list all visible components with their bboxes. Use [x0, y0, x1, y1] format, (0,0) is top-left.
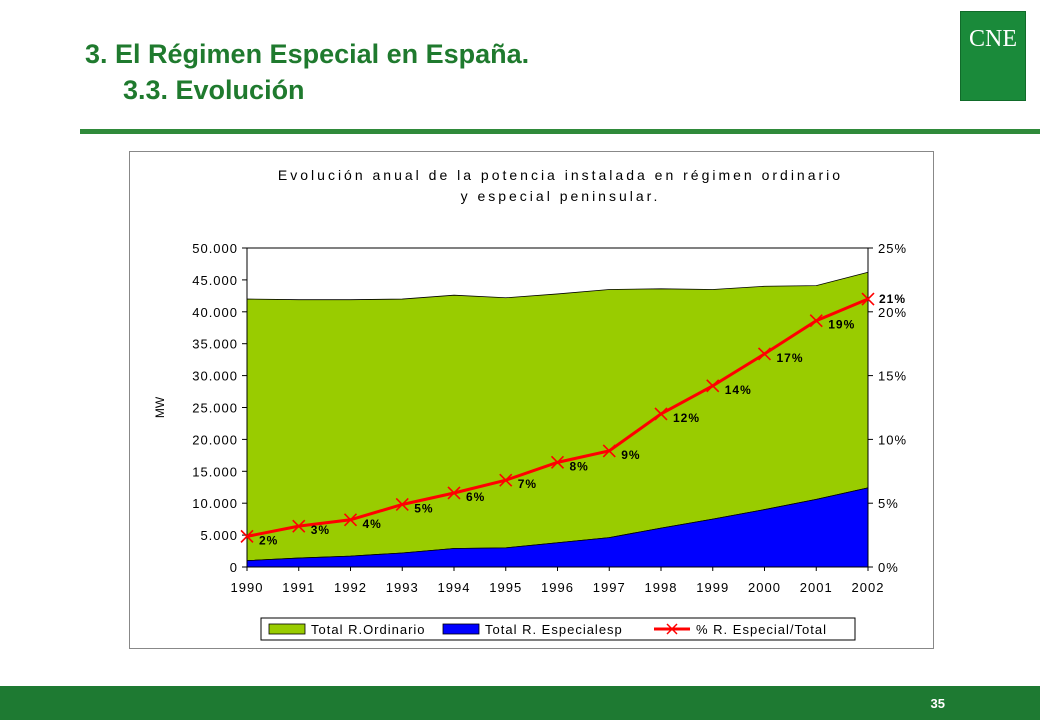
pct-marker	[499, 473, 513, 487]
y-tick-label: 20.000	[192, 432, 238, 447]
pct-marker	[861, 292, 875, 306]
y2-tick-label: 25%	[878, 241, 907, 256]
x-tick-label: 1992	[334, 580, 367, 595]
pct-data-label: 9%	[621, 448, 640, 462]
x-tick-label: 1999	[696, 580, 729, 595]
x-tick-label: 1990	[231, 580, 264, 595]
x-tick-label: 2001	[800, 580, 833, 595]
x-tick-label: 1998	[645, 580, 678, 595]
pct-marker	[706, 379, 720, 393]
pct-marker	[757, 347, 772, 361]
x-tick-label: 1997	[593, 580, 626, 595]
cne-logo: CNE	[960, 11, 1026, 101]
x-tick-label: 2000	[748, 580, 781, 595]
legend-label: % R. Especial/Total	[696, 622, 827, 637]
pct-data-label: 3%	[311, 523, 330, 537]
pct-data-label: 8%	[570, 459, 589, 473]
legend-swatch	[442, 623, 480, 635]
legend-marker	[666, 623, 678, 635]
y-tick-label: 25.000	[192, 401, 238, 416]
title-divider	[80, 129, 1040, 134]
pct-data-label: 4%	[363, 517, 382, 531]
pct-marker	[292, 519, 306, 533]
y2-tick-label: 5%	[878, 496, 899, 511]
pct-data-label: 17%	[777, 351, 804, 365]
y-tick-label: 35.000	[192, 337, 238, 352]
pct-marker	[447, 486, 461, 500]
slide-title: 3. El Régimen Especial en España. 3.3. E…	[85, 36, 529, 108]
x-tick-label: 2002	[852, 580, 885, 595]
x-tick-label: 1994	[438, 580, 471, 595]
y-tick-label: 0	[230, 560, 238, 575]
pct-data-label: 6%	[466, 490, 485, 504]
chart-frame: Evolución anual de la potencia instalada…	[129, 151, 934, 649]
logo-text: CNE	[969, 26, 1017, 52]
pct-data-label: 5%	[414, 501, 433, 515]
pct-marker	[602, 444, 616, 458]
legend-label: Total R.Ordinario	[311, 622, 426, 637]
y2-tick-label: 15%	[878, 369, 907, 384]
x-tick-label: 1995	[489, 580, 522, 595]
pct-marker	[550, 455, 565, 469]
pct-marker	[395, 497, 409, 512]
chart-title-line: Evolución anual de la potencia instalada…	[278, 167, 843, 183]
y-tick-label: 40.000	[192, 305, 238, 320]
pct-data-label: 19%	[828, 318, 855, 332]
footer-bar: 35	[0, 686, 1040, 720]
x-tick-label: 1991	[282, 580, 315, 595]
y2-tick-label: 0%	[878, 560, 899, 575]
x-tick-label: 1993	[386, 580, 419, 595]
pct-data-label: 7%	[518, 477, 537, 491]
y-tick-label: 10.000	[192, 496, 238, 511]
legend-swatch	[268, 623, 306, 635]
pct-marker	[343, 513, 358, 527]
y2-tick-label: 20%	[878, 305, 907, 320]
pct-marker	[240, 529, 254, 543]
legend-box	[260, 617, 856, 641]
chart-title-line: y especial peninsular.	[461, 188, 661, 204]
x-tick-label: 1996	[541, 580, 574, 595]
page-number: 35	[930, 696, 945, 711]
pct-data-label: 14%	[725, 383, 752, 397]
y-tick-label: 45.000	[192, 273, 238, 288]
y-axis-label: MW	[153, 396, 167, 418]
slide-title-line2: 3.3. Evolución	[123, 75, 305, 105]
y-tick-label: 15.000	[192, 464, 238, 479]
chart: Evolución anual de la potencia instalada…	[153, 167, 907, 641]
legend-label: Total R. Especialesp	[485, 622, 623, 637]
y-tick-label: 30.000	[192, 369, 238, 384]
pct-data-label: 21%	[879, 292, 906, 306]
pct-marker	[809, 314, 823, 328]
y2-tick-label: 10%	[878, 432, 907, 447]
y-tick-label: 50.000	[192, 241, 238, 256]
pct-data-label: 2%	[259, 533, 278, 547]
slide-title-line1: 3. El Régimen Especial en España.	[85, 39, 530, 69]
pct-data-label: 12%	[673, 411, 700, 425]
pct-marker	[654, 407, 668, 421]
y-tick-label: 5.000	[200, 528, 238, 543]
